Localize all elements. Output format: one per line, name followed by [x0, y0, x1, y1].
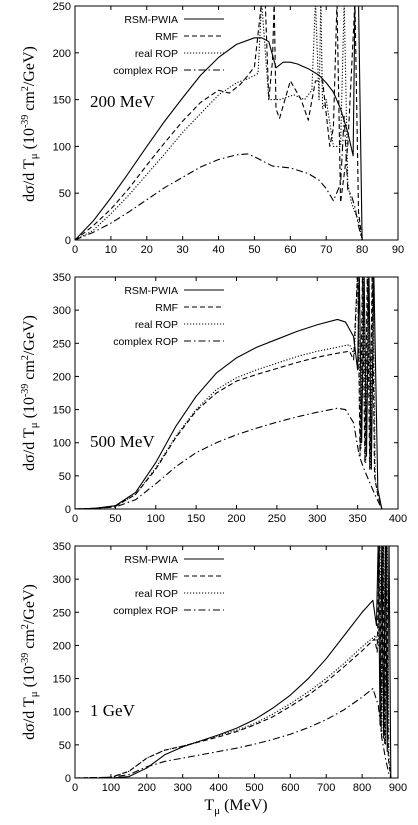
y-tick-label: 50 [59, 471, 71, 483]
legend-label: RSM-PWIA [124, 554, 178, 566]
series-line-real-rop [75, 277, 383, 509]
x-axis-label: Tμ (MeV) [204, 797, 267, 817]
x-tick-label: 400 [389, 513, 407, 525]
x-tick-label: 100 [147, 513, 165, 525]
y-tick-label: 50 [59, 188, 71, 200]
x-tick-label: 70 [320, 244, 332, 256]
x-tick-label: 800 [353, 782, 371, 794]
y-tick-label: 150 [53, 405, 71, 417]
y-tick-label: 0 [65, 504, 71, 516]
plot-frame [74, 5, 399, 241]
series-line-rmf [75, 546, 392, 778]
legend-label: real ROP [135, 588, 178, 600]
chart-panel-1: 0 10 20 30 40 50 60 70 80 90 0 50 100 150 200 250 RSM-PW… [20, 1, 404, 256]
legend-label: complex ROP [113, 605, 178, 617]
x-tick-label: 0 [72, 513, 78, 525]
x-tick-label: 80 [356, 244, 368, 256]
series-group [75, 6, 363, 240]
energy-annotation: 1 GeV [90, 701, 136, 720]
legend-label: RMF [155, 302, 178, 314]
series-line-rmf [75, 277, 383, 509]
y-axis-label: dσ/d Tμ (10-39 cm2/GeV) [20, 584, 40, 740]
legend-label: RSM-PWIA [124, 14, 178, 26]
x-tick-label: 600 [281, 782, 299, 794]
series-line-rsm-pwia [75, 546, 392, 778]
series-line-complex-rop [75, 407, 383, 509]
series-line-complex-rop [75, 115, 363, 240]
x-tick-label: 0 [72, 244, 78, 256]
y-tick-label: 50 [59, 740, 71, 752]
x-tick-label: 200 [138, 782, 156, 794]
chart-panel-2: 0 50 100 150 200 250 300 350 400 0 50 100 150 200 250 3… [20, 272, 407, 525]
chart-panel-3: 0 100 200 300 400 500 600 700 800 900 0 50 100 150 200… [20, 541, 407, 794]
y-tick-label: 250 [53, 1, 71, 13]
x-tick-label: 250 [268, 513, 286, 525]
series-line-real-rop [75, 546, 392, 778]
x-tick-label: 10 [105, 244, 117, 256]
x-tick-label: 60 [284, 244, 296, 256]
plot-frame [74, 276, 399, 510]
energy-annotation: 500 MeV [90, 432, 155, 451]
plot-frame [74, 545, 399, 779]
y-tick-label: 100 [53, 141, 71, 153]
y-tick-label: 250 [53, 338, 71, 350]
x-tick-label: 40 [212, 244, 224, 256]
series-group [75, 546, 392, 778]
y-tick-label: 100 [53, 438, 71, 450]
series-line-rmf [75, 6, 363, 240]
series-line-real-rop [75, 6, 363, 240]
legend-label: RSM-PWIA [124, 285, 178, 297]
y-tick-label: 100 [53, 707, 71, 719]
legend: RSM-PWIA RMF real ROP complex ROP [113, 554, 224, 617]
y-tick-label: 200 [53, 48, 71, 60]
series-line-rsm-pwia [75, 6, 363, 240]
legend-label: complex ROP [113, 65, 178, 77]
legend-label: RMF [155, 571, 178, 583]
y-tick-label: 200 [53, 371, 71, 383]
x-tick-label: 150 [187, 513, 205, 525]
y-tick-label: 250 [53, 607, 71, 619]
x-tick-label: 300 [308, 513, 326, 525]
energy-annotation: 200 MeV [90, 92, 155, 111]
y-tick-label: 150 [53, 674, 71, 686]
legend-label: real ROP [135, 48, 178, 60]
y-tick-label: 350 [53, 541, 71, 553]
y-tick-label: 150 [53, 95, 71, 107]
legend: RSM-PWIA RMF real ROP complex ROP [113, 14, 224, 77]
x-tick-label: 50 [248, 244, 260, 256]
x-tick-label: 500 [245, 782, 263, 794]
legend: RSM-PWIA RMF real ROP complex ROP [113, 285, 224, 348]
y-axis-label: dσ/d Tμ (10-39 cm2/GeV) [20, 46, 40, 202]
series-line-rsm-pwia [75, 277, 383, 509]
legend-label: real ROP [135, 319, 178, 331]
x-tick-label: 300 [173, 782, 191, 794]
legend-label: RMF [155, 31, 178, 43]
x-tick-label: 100 [102, 782, 120, 794]
series-group [75, 277, 383, 509]
y-tick-label: 0 [65, 235, 71, 247]
y-tick-label: 300 [53, 574, 71, 586]
series-line-complex-rop [75, 687, 392, 778]
y-tick-label: 0 [65, 773, 71, 785]
x-tick-label: 700 [317, 782, 335, 794]
x-tick-label: 0 [72, 782, 78, 794]
legend-label: complex ROP [113, 336, 178, 348]
x-tick-label: 50 [109, 513, 121, 525]
x-tick-label: 200 [227, 513, 245, 525]
x-tick-label: 400 [209, 782, 227, 794]
y-axis-label: dσ/d Tμ (10-39 cm2/GeV) [20, 315, 40, 471]
x-tick-label: 30 [177, 244, 189, 256]
y-tick-label: 200 [53, 640, 71, 652]
x-tick-label: 20 [141, 244, 153, 256]
x-tick-label: 900 [389, 782, 407, 794]
y-tick-label: 300 [53, 305, 71, 317]
x-tick-label: 350 [348, 513, 366, 525]
y-tick-label: 350 [53, 272, 71, 284]
x-tick-label: 90 [392, 244, 404, 256]
